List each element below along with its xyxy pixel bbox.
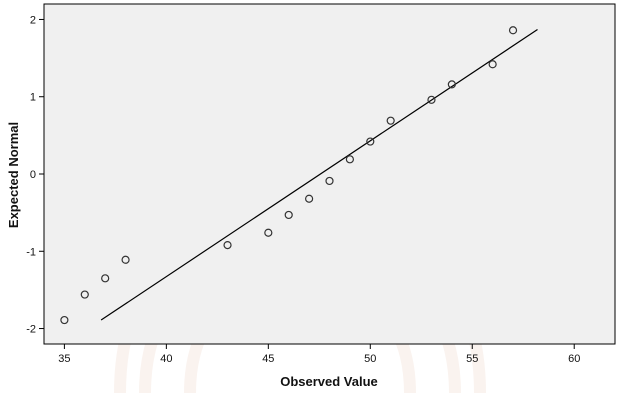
data-point xyxy=(121,255,130,264)
data-point xyxy=(80,290,89,299)
y-tick-label: 1 xyxy=(30,92,36,104)
data-point xyxy=(447,80,456,89)
data-point xyxy=(366,137,375,146)
x-tick-label: 45 xyxy=(262,353,274,365)
normal-reference-line xyxy=(100,29,538,321)
y-tick-label: -1 xyxy=(26,246,36,258)
data-point xyxy=(345,155,354,164)
x-tick-label: 60 xyxy=(568,353,580,365)
x-tick-label: 50 xyxy=(364,353,376,365)
data-points xyxy=(60,26,518,325)
x-axis-title: Observed Value xyxy=(280,374,378,389)
y-axis-title: Expected Normal xyxy=(6,122,21,228)
data-point xyxy=(264,228,273,237)
y-axis-ticks: -2 -1 0 1 2 xyxy=(26,14,44,336)
data-point xyxy=(284,210,293,220)
x-tick-label: 35 xyxy=(58,353,70,365)
data-point xyxy=(427,95,436,104)
data-point xyxy=(305,194,314,203)
data-point xyxy=(60,315,69,325)
data-point xyxy=(325,176,334,186)
data-point xyxy=(101,274,110,283)
plot-frame xyxy=(43,3,616,345)
reference-line-layer xyxy=(100,29,538,321)
y-tick-label: 2 xyxy=(30,14,36,26)
data-point xyxy=(488,60,497,69)
x-tick-label: 55 xyxy=(466,353,478,365)
data-point xyxy=(386,116,395,125)
data-point xyxy=(223,240,232,250)
y-tick-label: -2 xyxy=(26,324,36,336)
data-point xyxy=(508,26,518,35)
x-tick-label: 40 xyxy=(160,353,172,365)
plot-area xyxy=(44,4,615,344)
x-axis-ticks: 35 40 45 50 55 60 xyxy=(58,344,580,365)
y-tick-label: 0 xyxy=(30,169,36,181)
